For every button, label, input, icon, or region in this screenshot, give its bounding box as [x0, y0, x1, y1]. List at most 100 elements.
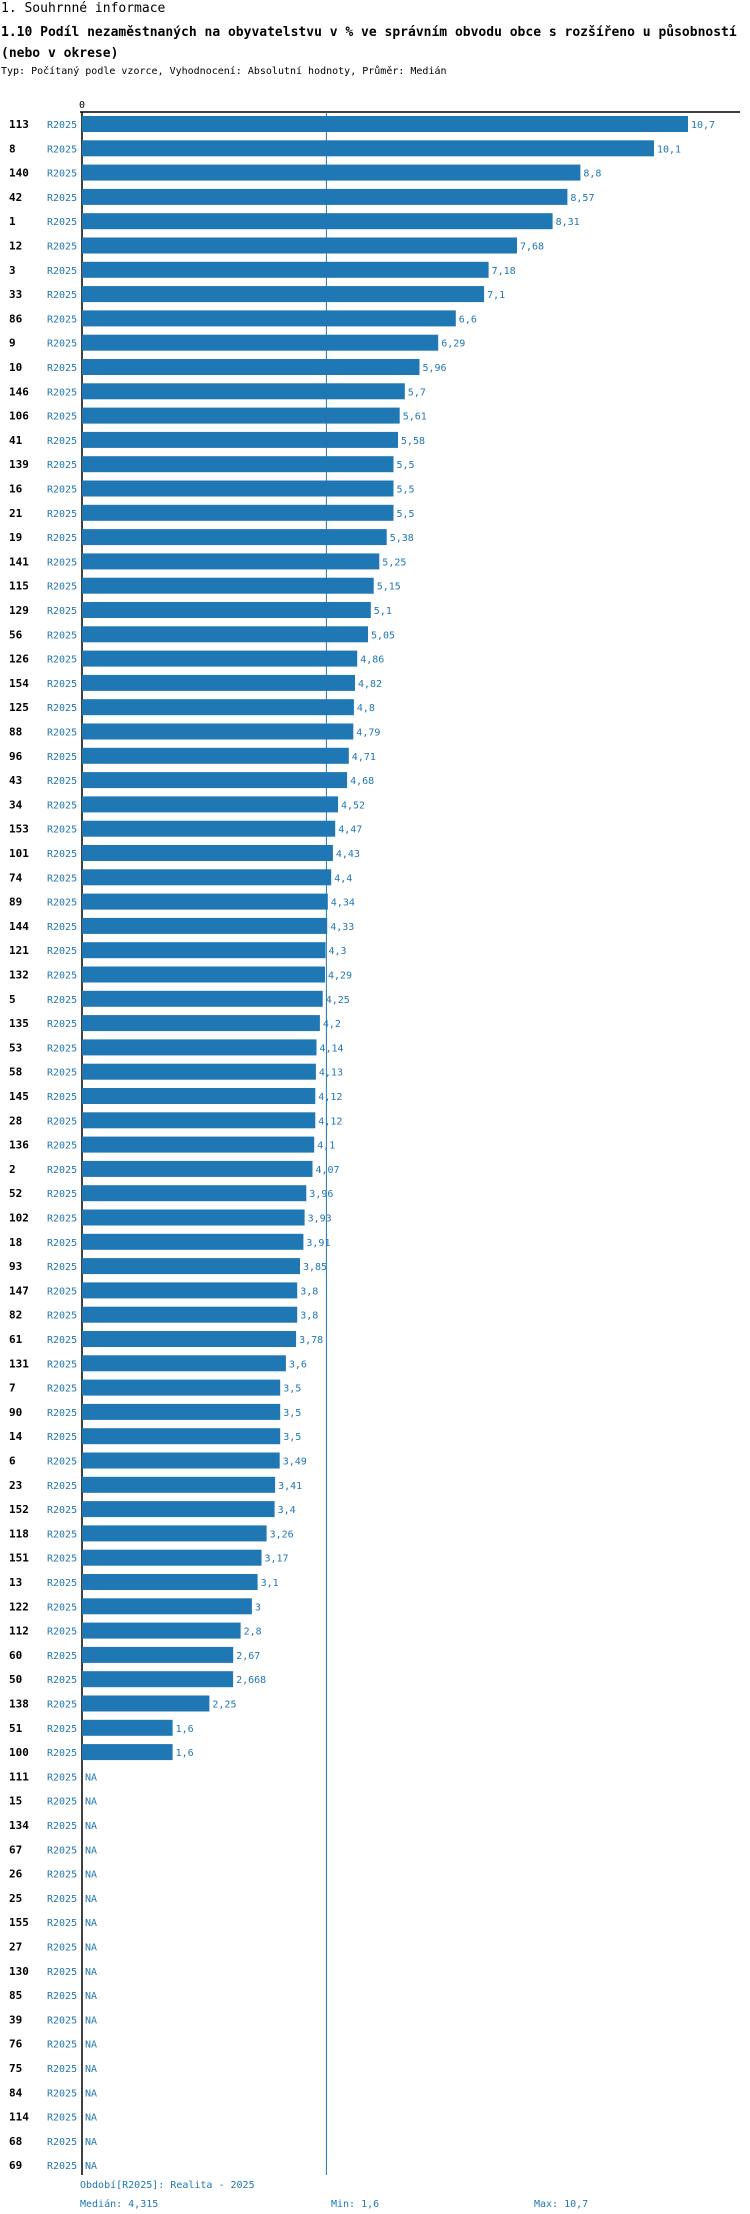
bar: [82, 334, 439, 351]
row-label: 93: [9, 1260, 22, 1273]
value-label: 4,14: [320, 1043, 344, 1054]
value-label: 3,5: [283, 1384, 301, 1395]
bar: [82, 1646, 234, 1663]
row-series-label: R2025: [47, 1675, 77, 1686]
row-series-label: R2025: [47, 1092, 77, 1103]
row-label: 130: [9, 1965, 29, 1978]
row-label: 26: [9, 1868, 23, 1881]
value-label: NA: [85, 1845, 97, 1856]
bar: [82, 747, 349, 764]
bar: [82, 1501, 275, 1518]
row-series-label: R2025: [47, 971, 77, 982]
value-label: 5,05: [371, 630, 395, 641]
row-label: 58: [9, 1066, 22, 1079]
row-label: 125: [9, 701, 29, 714]
row-series-label: R2025: [47, 1432, 77, 1443]
value-label: 5,7: [408, 387, 426, 398]
bar: [82, 504, 394, 521]
bar: [82, 1209, 305, 1226]
row-label: 5: [9, 993, 16, 1006]
value-label: 4,34: [331, 898, 355, 909]
bar: [82, 116, 688, 132]
row-series-label: R2025: [47, 2015, 77, 2026]
footer-min: Min: 1,6: [331, 2199, 380, 2210]
bar: [82, 261, 489, 278]
row-series-label: R2025: [47, 1141, 77, 1152]
row-series-label: R2025: [47, 2040, 77, 2051]
value-label: 5,58: [401, 436, 425, 447]
row-label: 27: [9, 1941, 22, 1954]
bar: [82, 383, 405, 400]
row-series-label: R2025: [47, 703, 77, 714]
value-label: 5,5: [397, 460, 415, 471]
value-label: 3,85: [303, 1262, 327, 1273]
value-label: 7,68: [520, 242, 544, 253]
row-series-label: R2025: [47, 898, 77, 909]
value-label: 8,31: [556, 217, 580, 228]
value-label: 4,86: [360, 655, 384, 666]
bar: [82, 1136, 315, 1153]
row-label: 118: [9, 1527, 29, 1540]
row-series-label: R2025: [47, 1894, 77, 1905]
value-label: 5,5: [397, 485, 415, 496]
row-label: 86: [9, 312, 23, 325]
footer-period: Období[R2025]: Realita - 2025: [80, 2180, 255, 2191]
bar: [82, 650, 358, 667]
row-label: 113: [9, 118, 29, 131]
row-series-label: R2025: [47, 1457, 77, 1468]
section-title: 1. Souhrnné informace: [1, 1, 166, 16]
bar: [82, 1719, 173, 1736]
bar: [82, 1355, 286, 1372]
row-series-label: R2025: [47, 1797, 77, 1808]
row-series-label: R2025: [47, 1870, 77, 1881]
footer-median: Medián: 4,315: [80, 2199, 159, 2210]
value-label: 1,6: [176, 1724, 194, 1735]
row-series-label: R2025: [47, 1189, 77, 1200]
x-tick-zero: 0: [79, 100, 85, 111]
row-series-label: R2025: [47, 485, 77, 496]
row-series-label: R2025: [47, 752, 77, 763]
row-series-label: R2025: [47, 557, 77, 568]
row-series-label: R2025: [47, 1214, 77, 1225]
value-label: 4,8: [357, 703, 375, 714]
value-label: NA: [85, 1797, 97, 1808]
row-label: 112: [9, 1625, 29, 1638]
row-label: 18: [9, 1236, 22, 1249]
footer-max: Max: 10,7: [534, 2199, 589, 2210]
row-series-label: R2025: [47, 825, 77, 836]
value-label: 3,8: [300, 1311, 318, 1322]
row-label: 7: [9, 1382, 16, 1395]
bar: [82, 796, 338, 813]
value-label: 3,93: [308, 1214, 332, 1225]
bar: [82, 1379, 281, 1396]
bar: [82, 917, 328, 934]
bar: [82, 1452, 280, 1469]
value-label: 3,5: [283, 1432, 301, 1443]
row-series-label: R2025: [47, 1967, 77, 1978]
row-label: 129: [9, 604, 29, 617]
row-series-label: R2025: [47, 995, 77, 1006]
row-label: 43: [9, 774, 22, 787]
row-label: 132: [9, 969, 29, 982]
row-label: 53: [9, 1041, 22, 1054]
row-label: 16: [9, 483, 23, 496]
row-series-label: R2025: [47, 1700, 77, 1711]
row-label: 152: [9, 1503, 29, 1516]
bar: [82, 1160, 313, 1177]
value-label: 4,79: [356, 728, 380, 739]
bar: [82, 1428, 281, 1445]
row-series-label: R2025: [47, 1651, 77, 1662]
bar: [82, 1744, 173, 1761]
row-label: 135: [9, 1017, 29, 1030]
row-series-label: R2025: [47, 606, 77, 617]
value-label: 4,12: [318, 1116, 342, 1127]
row-label: 74: [9, 871, 23, 884]
value-label: 3,17: [265, 1554, 289, 1565]
row-label: 140: [9, 167, 29, 180]
row-label: 69: [9, 2159, 22, 2172]
row-label: 85: [9, 1989, 22, 2002]
bar: [82, 699, 354, 716]
value-label: 7,18: [492, 266, 516, 277]
bar: [82, 286, 485, 303]
